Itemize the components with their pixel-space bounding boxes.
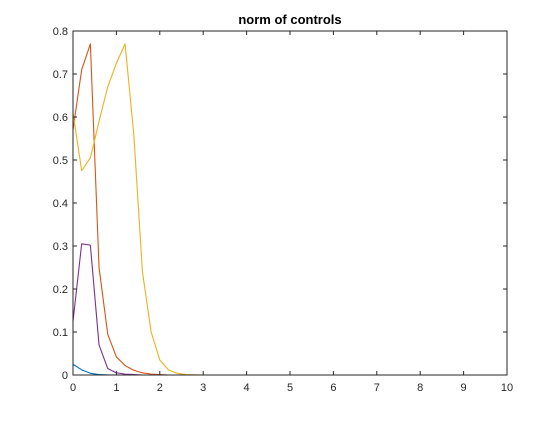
x-tick-label: 4 xyxy=(244,382,250,394)
y-tick-label: 0 xyxy=(62,370,68,382)
x-tick-label: 7 xyxy=(374,382,380,394)
y-tick-label: 0.6 xyxy=(53,112,68,124)
x-tick-label: 9 xyxy=(461,382,467,394)
x-tick-label: 5 xyxy=(287,382,293,394)
axes-box xyxy=(72,30,508,376)
x-tick-label: 1 xyxy=(113,382,119,394)
y-tick-label: 0.5 xyxy=(53,155,68,167)
y-tick-label: 0.4 xyxy=(53,198,68,210)
y-tick-label: 0.2 xyxy=(53,284,68,296)
x-tick-label: 8 xyxy=(417,382,423,394)
axis-layer: 0 1 2 3 4 5 6 7 8 9 10 0 0.1 0.2 0.3 0.4 0.5 0.6 0.7 0.8 xyxy=(53,26,513,394)
y-tick-label: 0.1 xyxy=(53,327,68,339)
chart-title: norm of controls xyxy=(238,12,341,27)
x-tick-label: 0 xyxy=(70,382,76,394)
x-tick-label: 10 xyxy=(501,382,513,394)
x-tick-label: 3 xyxy=(200,382,206,394)
x-tick-label: 2 xyxy=(157,382,163,394)
plot-area-background xyxy=(73,31,507,375)
x-tick-label: 6 xyxy=(330,382,336,394)
y-tick-label: 0.8 xyxy=(53,26,68,38)
y-tick-label: 0.3 xyxy=(53,241,68,253)
y-tick-label: 0.7 xyxy=(53,69,68,81)
